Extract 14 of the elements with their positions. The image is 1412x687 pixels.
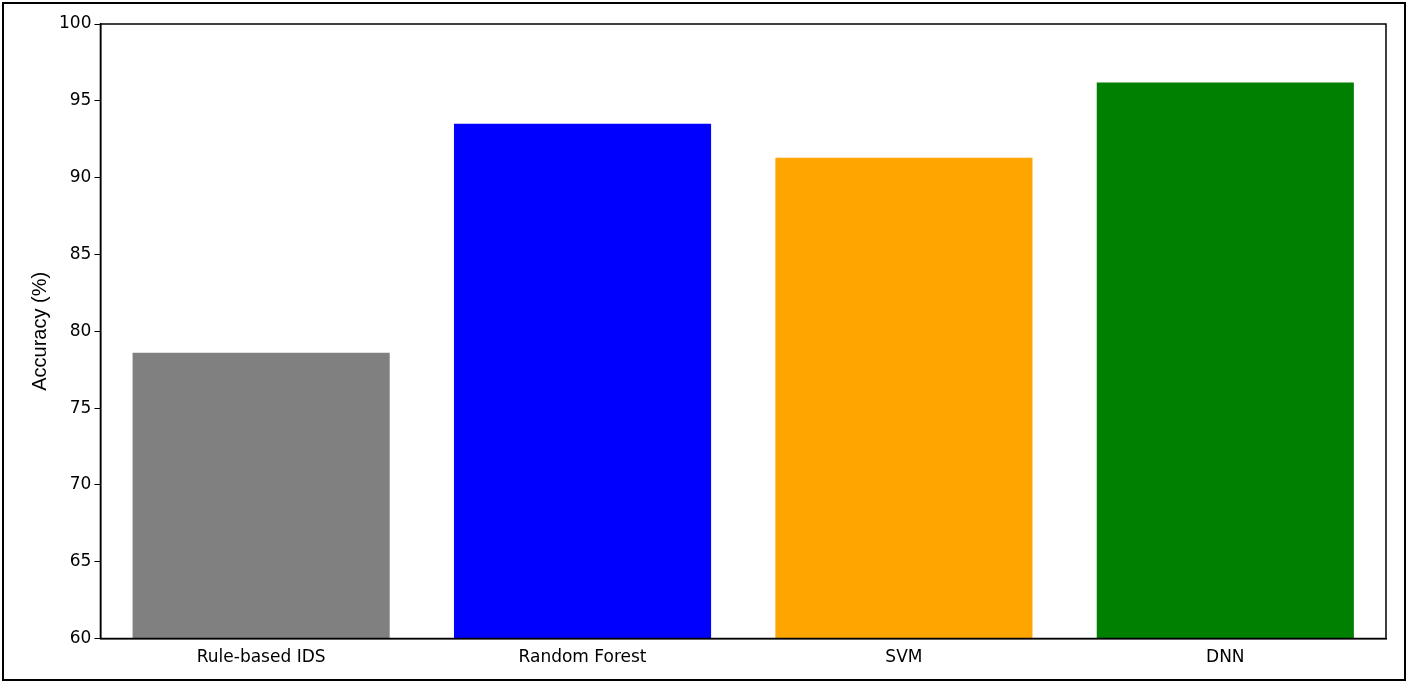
y-axis-title: Accuracy (%) (27, 271, 50, 391)
y-tick-label: 90 (69, 166, 92, 187)
y-tick-label: 80 (69, 319, 92, 340)
y-tick-label: 70 (69, 473, 92, 494)
x-tick-label: SVM (885, 646, 923, 667)
x-tick-label: Rule-based IDS (196, 646, 326, 667)
x-tick-label: Random Forest (518, 646, 647, 667)
y-tick-label: 75 (69, 396, 92, 417)
y-tick-label: 100 (58, 12, 92, 33)
y-tick-label: 60 (69, 627, 92, 648)
y-tick-label: 85 (69, 242, 92, 263)
x-tick-label: DNN (1206, 646, 1245, 667)
y-tick-label: 65 (69, 550, 92, 571)
y-tick-label: 95 (69, 89, 92, 110)
